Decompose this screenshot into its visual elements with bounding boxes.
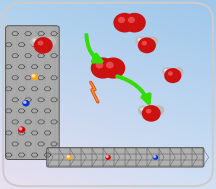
Circle shape [22, 100, 30, 106]
Circle shape [101, 57, 125, 79]
Circle shape [138, 37, 156, 53]
Circle shape [32, 75, 35, 77]
Circle shape [175, 69, 179, 72]
Circle shape [47, 39, 51, 42]
Circle shape [142, 41, 147, 46]
Circle shape [113, 13, 136, 33]
Circle shape [91, 57, 115, 79]
Circle shape [33, 39, 37, 42]
Circle shape [142, 105, 161, 122]
Circle shape [95, 62, 103, 68]
Circle shape [31, 74, 38, 80]
Circle shape [138, 38, 141, 42]
Circle shape [38, 40, 43, 46]
Circle shape [118, 17, 125, 23]
Circle shape [123, 13, 146, 33]
Circle shape [106, 62, 114, 68]
Circle shape [164, 68, 181, 83]
Circle shape [154, 156, 156, 158]
Circle shape [153, 155, 158, 160]
Circle shape [149, 38, 153, 42]
Circle shape [30, 37, 42, 47]
FancyArrowPatch shape [86, 35, 102, 62]
Circle shape [147, 36, 158, 46]
Circle shape [173, 67, 184, 76]
Circle shape [135, 36, 147, 46]
Circle shape [155, 107, 159, 111]
FancyArrowPatch shape [117, 76, 150, 103]
FancyBboxPatch shape [47, 148, 204, 167]
Circle shape [106, 156, 108, 158]
Circle shape [162, 67, 172, 76]
Circle shape [128, 17, 135, 23]
Circle shape [34, 37, 53, 54]
Circle shape [19, 128, 22, 130]
Circle shape [44, 37, 56, 47]
Circle shape [18, 126, 25, 133]
FancyBboxPatch shape [6, 26, 59, 160]
Circle shape [146, 108, 151, 114]
Circle shape [140, 107, 145, 111]
Circle shape [138, 105, 150, 115]
Circle shape [24, 101, 26, 103]
Circle shape [153, 105, 164, 115]
Circle shape [67, 156, 69, 158]
Circle shape [168, 71, 173, 76]
Circle shape [66, 155, 72, 160]
Circle shape [164, 69, 168, 72]
Circle shape [105, 155, 111, 160]
